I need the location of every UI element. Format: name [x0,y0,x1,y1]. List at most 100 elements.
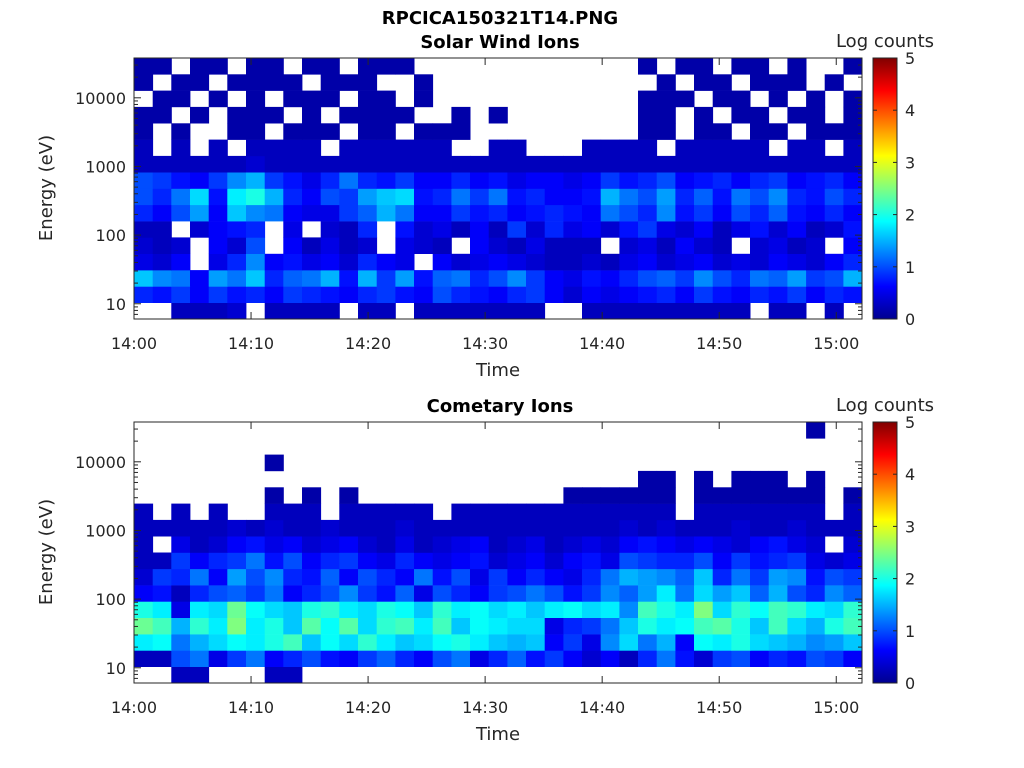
heatmap-cell [488,253,508,271]
heatmap-cell [843,601,863,618]
heatmap-cell [152,585,172,602]
heatmap-cell [414,634,434,651]
heatmap-cell [134,204,154,222]
heatmap-cell [619,585,639,602]
heatmap-cell [246,172,266,189]
colorbar [872,57,898,320]
heatmap-cell [731,253,751,271]
heatmap-cell [470,650,490,667]
heatmap-cell [190,666,210,684]
heatmap-cell [712,74,732,91]
heatmap-cell [638,568,658,586]
heatmap-cell [712,503,732,521]
heatmap-cell [675,58,695,75]
heatmap-cell [619,487,639,504]
heatmap-cell [768,221,788,238]
heatmap-cell [787,270,807,287]
heatmap-cell [806,123,826,140]
heatmap-cell [582,155,602,173]
heatmap-cell [190,204,210,222]
heatmap-cell [731,617,751,635]
y-tick-label: 100 [95,226,126,245]
heatmap-cell [619,204,639,222]
heatmap-cell [750,270,770,287]
heatmap-cell [675,253,695,271]
heatmap-cell [171,90,191,108]
heatmap-cell [470,601,490,618]
heatmap-cell [246,155,266,173]
heatmap-cell [712,286,732,303]
heatmap-cell [787,253,807,271]
heatmap-cell [750,172,770,189]
heatmap-cell [507,617,527,635]
heatmap-cell [563,172,583,189]
heatmap-cell [190,74,210,91]
heatmap-cell [208,188,228,206]
heatmap-cell [675,634,695,651]
heatmap-cell [283,302,303,320]
heatmap-cell [302,487,322,504]
heatmap-cell [824,123,844,140]
heatmap-cell [339,634,359,651]
heatmap-cell [171,634,191,651]
heatmap-cell [134,650,154,667]
heatmap-cell [787,536,807,553]
heatmap-cell [638,172,658,189]
heatmap-cell [694,204,714,222]
heatmap-cell [283,123,303,140]
heatmap-cell [488,503,508,521]
heatmap-cell [320,634,340,651]
heatmap-cell [339,270,359,287]
heatmap-cell [470,617,490,635]
heatmap-cell [656,172,676,189]
heatmap-cell [264,286,284,303]
heatmap-cell [246,601,266,618]
heatmap-cell [488,204,508,222]
heatmap-cell [507,519,527,537]
heatmap-cell [432,650,452,667]
heatmap-cell [638,601,658,618]
heatmap-cell [750,237,770,254]
heatmap-cell [694,302,714,320]
heatmap-cell [246,90,266,108]
heatmap-cell [507,286,527,303]
heatmap-cell [171,650,191,667]
heatmap-cell [675,650,695,667]
heatmap-cell [246,106,266,124]
heatmap-cell [731,172,751,189]
heatmap-cell [470,302,490,320]
heatmap-cell [451,617,471,635]
heatmap-cell [190,286,210,303]
heatmap-cell [208,139,228,157]
panel-title: Solar Wind Ions [420,32,579,53]
heatmap-cell [488,221,508,238]
heatmap-cell [171,74,191,91]
heatmap-cell [843,90,863,108]
heatmap-cell [488,634,508,651]
heatmap-cell [395,139,415,157]
heatmap-cell [507,155,527,173]
heatmap-cell [582,552,602,570]
heatmap-cell [768,568,788,586]
heatmap-cell [694,253,714,271]
heatmap-cell [619,503,639,521]
heatmap-cell [320,585,340,602]
heatmap-cell [712,221,732,238]
heatmap-cell [694,139,714,157]
heatmap-cell [563,204,583,222]
heatmap-cell [171,253,191,271]
heatmap-cell [264,585,284,602]
heatmap-cell [376,617,396,635]
heatmap-cell [470,188,490,206]
heatmap-cell [638,237,658,254]
heatmap-cell [806,286,826,303]
heatmap-cell [750,286,770,303]
heatmap-cell [582,585,602,602]
heatmap-cell [395,270,415,287]
x-tick-label: 14:50 [696,698,742,717]
heatmap-cell [712,519,732,537]
heatmap-cell [190,106,210,124]
heatmap-cell [451,585,471,602]
y-tick-label: 10000 [75,453,126,472]
heatmap-cell [638,470,658,488]
